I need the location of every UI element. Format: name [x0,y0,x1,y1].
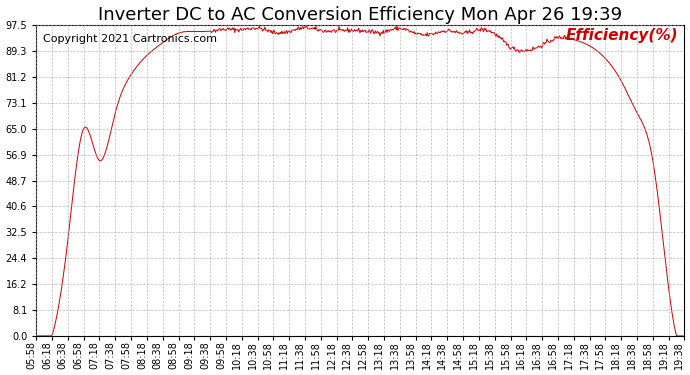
Text: Copyright 2021 Cartronics.com: Copyright 2021 Cartronics.com [43,34,217,44]
Text: Efficiency(%): Efficiency(%) [565,28,678,43]
Title: Inverter DC to AC Conversion Efficiency Mon Apr 26 19:39: Inverter DC to AC Conversion Efficiency … [98,6,622,24]
